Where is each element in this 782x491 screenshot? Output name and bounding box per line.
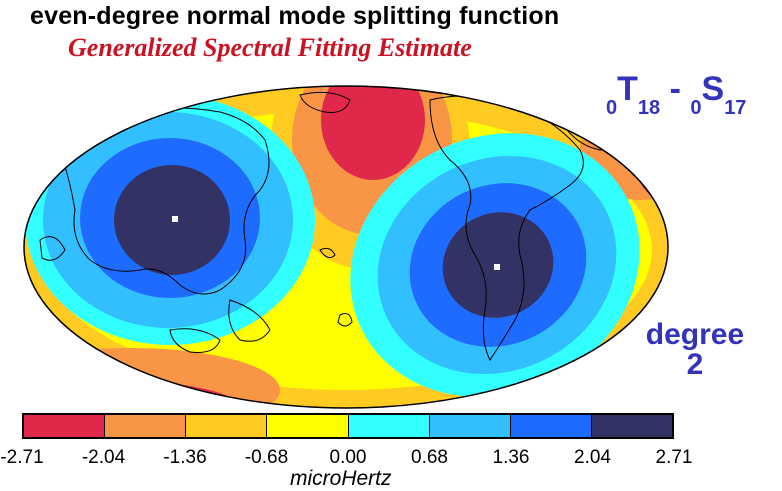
mode-overtone-2: 0 xyxy=(690,97,702,119)
map-title: even-degree normal mode splitting functi… xyxy=(30,2,560,30)
coastlines xyxy=(39,91,631,361)
mode-label: 0T18 - 0S17 xyxy=(606,70,746,119)
colorbar-segment xyxy=(24,415,106,437)
mode-dash: - xyxy=(660,70,691,108)
colorbar-segment xyxy=(429,415,511,437)
colorbar-tick-label: -2.71 xyxy=(0,447,44,468)
colorbar-segment xyxy=(348,415,430,437)
colorbar-segment xyxy=(267,415,349,437)
colorbar-segment xyxy=(186,415,268,437)
colorbar-unit: microHertz xyxy=(290,467,392,490)
colorbar-tick-label: 2.71 xyxy=(655,447,693,468)
mode-degree-1: 18 xyxy=(637,97,661,119)
degree-text: degree xyxy=(645,318,745,351)
colorbar-segment xyxy=(105,415,187,437)
degree-value: 2 xyxy=(686,348,704,381)
colorbar-tick-label: -2.04 xyxy=(81,447,126,468)
colorbar xyxy=(22,413,674,439)
mode-type-1: T xyxy=(617,70,638,108)
degree-label: degree 2 xyxy=(610,320,780,380)
mode-type-2: S xyxy=(701,70,725,108)
colorbar-tick-label: 2.04 xyxy=(574,447,611,468)
colorbar-tick-label: -1.36 xyxy=(163,447,207,468)
mode-overtone-1: 0 xyxy=(606,97,618,119)
globe-outline xyxy=(23,85,669,409)
colorbar-tick-label: 0.68 xyxy=(411,447,448,468)
colorbar-tick-label: 1.36 xyxy=(492,447,530,468)
mode-degree-2: 17 xyxy=(724,97,747,119)
colorbar-tick-label: 0.00 xyxy=(329,447,367,468)
map-subtitle: Generalized Spectral Fitting Estimate xyxy=(68,33,472,62)
colorbar-segment xyxy=(591,415,672,437)
colorbar-segment xyxy=(510,415,592,437)
map-fill xyxy=(24,86,668,408)
colorbar-ticks: -2.71 -2.04 -1.36 -0.68 0.00 0.68 1.36 2.04 2.71 xyxy=(0,447,782,469)
colorbar-tick-label: -0.68 xyxy=(244,447,289,468)
